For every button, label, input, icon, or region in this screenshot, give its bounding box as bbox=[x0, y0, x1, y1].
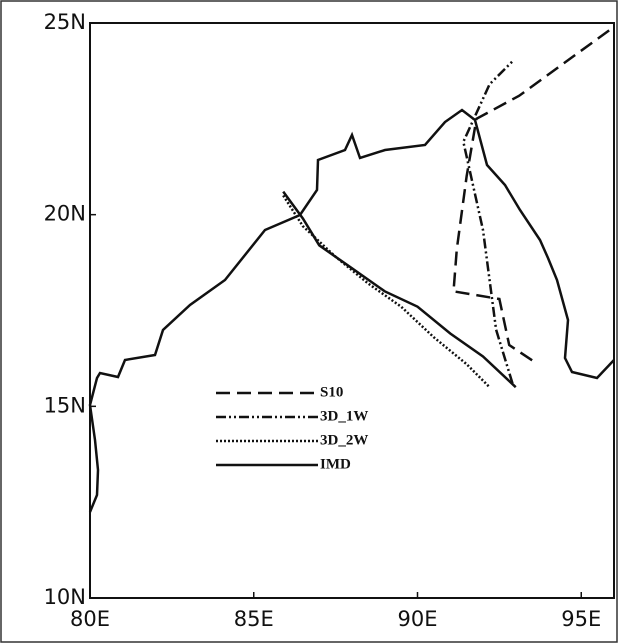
legend-label: IMD bbox=[320, 456, 351, 472]
y-tick-label: 25N bbox=[44, 10, 86, 34]
track-line bbox=[452, 25, 615, 362]
track-line bbox=[282, 190, 517, 389]
legend-label: 3D_1W bbox=[320, 408, 368, 424]
legend-label: S10 bbox=[320, 384, 343, 400]
x-tick-label: 90E bbox=[398, 607, 438, 631]
legend-label: 3D_2W bbox=[320, 432, 368, 448]
track-line bbox=[462, 60, 514, 384]
plot-area bbox=[89, 22, 615, 599]
x-tick-label: 95E bbox=[561, 607, 601, 631]
y-tick-label: 15N bbox=[44, 393, 86, 417]
y-tick-label: 20N bbox=[44, 202, 86, 226]
x-tick-label: 80E bbox=[70, 607, 110, 631]
y-tick-label: 10N bbox=[44, 585, 86, 609]
coastline bbox=[88, 108, 615, 513]
x-tick-label: 85E bbox=[234, 607, 274, 631]
